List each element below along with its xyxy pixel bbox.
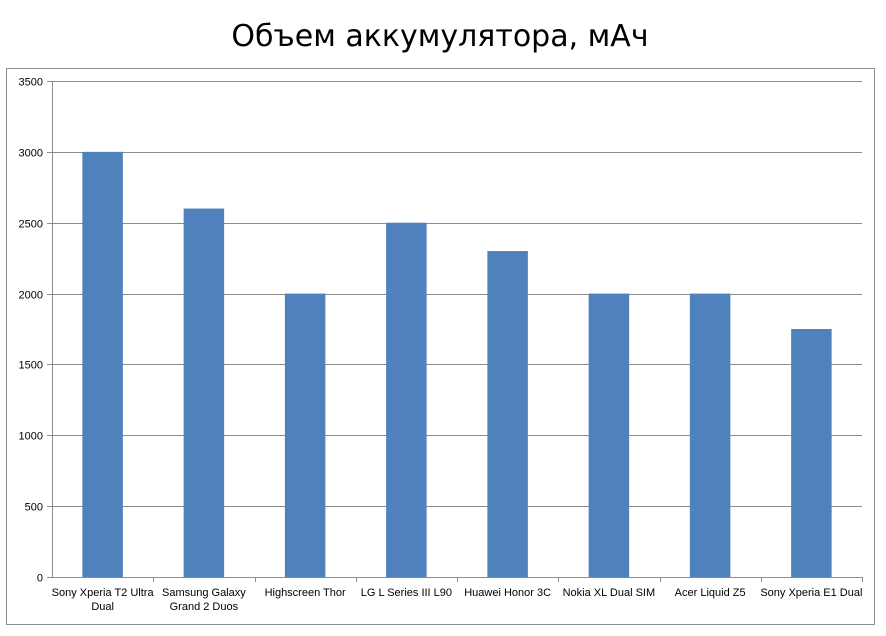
- bars: [82, 151, 832, 578]
- x-tick-label-line: Huawei Honor 3C: [464, 587, 551, 599]
- x-axis-labels: Sony Xperia T2 Ultra Dual Samsung Galaxy Gr…: [52, 577, 863, 613]
- x-tick-label-line: LG L Series III L90: [361, 587, 452, 599]
- x-tick-label: Huawei Honor 3C: [464, 587, 551, 599]
- x-tick-label-line: Grand 2 Duos: [170, 601, 239, 613]
- y-tick-label: 3000: [19, 148, 43, 160]
- y-tick-label: 1500: [19, 360, 43, 372]
- bar: [588, 293, 630, 577]
- x-tick-label: Highscreen Thor: [265, 587, 346, 599]
- y-axis-ticks: 0 500 1000 1500 2000 2500 3000 3500: [19, 77, 52, 585]
- y-tick-label: 2000: [19, 290, 43, 302]
- bar: [284, 293, 326, 577]
- x-tick-label-line: Highscreen Thor: [265, 587, 346, 599]
- bar: [82, 151, 123, 577]
- y-tick-label: 1000: [19, 431, 43, 443]
- y-tick-label: 0: [37, 573, 43, 585]
- y-tick-label: 500: [25, 502, 43, 514]
- x-tick-label-line: Dual: [91, 601, 114, 613]
- y-tick-label: 2500: [19, 219, 43, 231]
- x-tick-label: Samsung Galaxy Grand 2 Duos: [162, 587, 246, 613]
- x-tick-label: LG L Series III L90: [361, 587, 452, 599]
- bar: [689, 293, 731, 577]
- x-tick-label: Acer Liquid Z5: [675, 587, 746, 599]
- x-tick-label-line: Sony Xperia T2 Ultra: [52, 587, 155, 599]
- x-tick-label: Sony Xperia T2 Ultra Dual: [52, 587, 155, 613]
- bar: [487, 251, 528, 578]
- y-tick-label: 3500: [19, 77, 43, 89]
- x-tick-label-line: Acer Liquid Z5: [675, 587, 746, 599]
- x-tick-label: Nokia XL Dual SIM: [563, 587, 656, 599]
- chart-title: Объем аккумулятора, мАч: [231, 19, 648, 54]
- x-tick-label-line: Sony Xperia E1 Dual: [760, 587, 862, 599]
- bar: [791, 329, 832, 577]
- x-tick-label-line: Samsung Galaxy: [162, 587, 246, 599]
- bar: [386, 222, 427, 577]
- bar: [183, 208, 225, 578]
- x-tick-label: Sony Xperia E1 Dual: [760, 587, 862, 599]
- x-tick-label-line: Nokia XL Dual SIM: [563, 587, 656, 599]
- chart-frame: [6, 68, 875, 625]
